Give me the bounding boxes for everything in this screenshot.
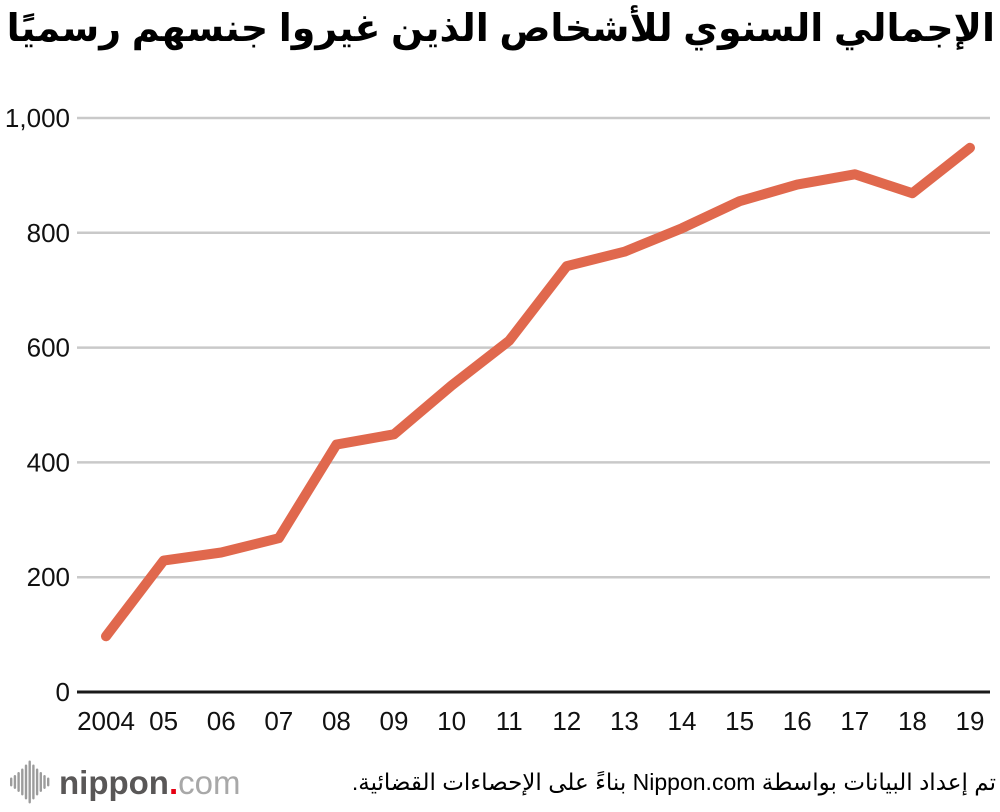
x-tick-label: 13 bbox=[610, 706, 639, 736]
chart-title: الإجمالي السنوي للأشخاص الذين غيروا جنسه… bbox=[6, 8, 995, 50]
x-tick-label: 2004 bbox=[77, 706, 135, 736]
logo-text: nippon.com bbox=[59, 766, 240, 799]
soundwave-bar bbox=[13, 775, 17, 789]
logo-dot: . bbox=[168, 763, 179, 801]
source-note: تم إعداد البيانات بواسطة Nippon.com بناء… bbox=[351, 768, 996, 795]
x-tick-label: 09 bbox=[380, 706, 409, 736]
x-tick-label: 10 bbox=[437, 706, 466, 736]
x-tick-label: 11 bbox=[496, 706, 523, 736]
logo-tld: com bbox=[178, 763, 241, 801]
x-tick-label: 14 bbox=[668, 706, 697, 736]
soundwave-bar bbox=[39, 772, 42, 792]
soundwave-bar bbox=[43, 775, 46, 789]
footer: nippon.com تم إعداد البيانات بواسطة Nipp… bbox=[10, 756, 996, 808]
y-tick-label: 400 bbox=[27, 447, 70, 477]
data-line bbox=[101, 142, 975, 642]
soundwave-bar bbox=[24, 764, 28, 800]
x-tick-label: 17 bbox=[840, 706, 869, 736]
nippon-logo: nippon.com bbox=[10, 760, 240, 804]
y-tick-label: 600 bbox=[27, 333, 70, 363]
x-tick-label: 07 bbox=[264, 706, 293, 736]
soundwave-bar bbox=[35, 768, 39, 796]
soundwave-bar bbox=[10, 777, 13, 787]
x-tick-label: 06 bbox=[207, 706, 236, 736]
y-tick-label: 800 bbox=[27, 218, 70, 248]
x-tick-label: 16 bbox=[783, 706, 812, 736]
x-tick-label: 12 bbox=[552, 706, 581, 736]
logo-name: nippon bbox=[59, 763, 169, 801]
x-tick-label: 19 bbox=[956, 706, 985, 736]
soundwave-bar bbox=[28, 760, 31, 804]
x-tick-label: 08 bbox=[322, 706, 351, 736]
line-chart: 0 200 400 600 800 1,000 2004 05 06 07 08 09 10 11 12 13… bbox=[5, 103, 990, 736]
soundwave-bar bbox=[32, 764, 35, 800]
soundwave-bar bbox=[47, 777, 50, 787]
soundwave-bar bbox=[17, 772, 20, 792]
soundwave-bar bbox=[21, 768, 24, 796]
soundwave-icon bbox=[10, 760, 50, 804]
x-tick-label: 18 bbox=[898, 706, 927, 736]
y-tick-label: 1,000 bbox=[5, 103, 70, 133]
y-tick-label: 200 bbox=[27, 562, 70, 592]
y-tick-label: 0 bbox=[56, 677, 70, 707]
x-tick-label: 15 bbox=[725, 706, 754, 736]
x-tick-label: 05 bbox=[149, 706, 178, 736]
